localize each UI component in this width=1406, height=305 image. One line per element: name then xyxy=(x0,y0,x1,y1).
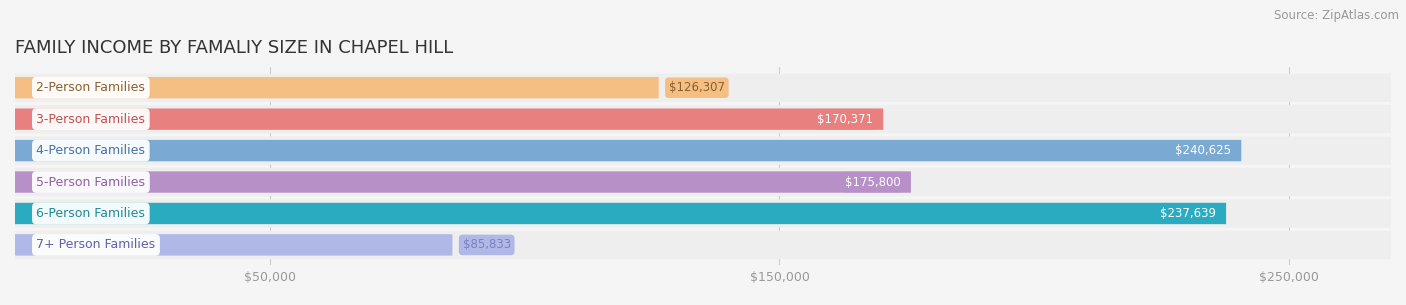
FancyBboxPatch shape xyxy=(15,168,1391,196)
FancyBboxPatch shape xyxy=(15,231,1391,259)
Text: 5-Person Families: 5-Person Families xyxy=(37,176,145,188)
Text: $170,371: $170,371 xyxy=(817,113,873,126)
FancyBboxPatch shape xyxy=(15,136,1391,165)
Text: $237,639: $237,639 xyxy=(1160,207,1216,220)
FancyBboxPatch shape xyxy=(15,77,658,99)
FancyBboxPatch shape xyxy=(15,105,1391,133)
FancyBboxPatch shape xyxy=(15,140,1241,161)
Text: FAMILY INCOME BY FAMALIY SIZE IN CHAPEL HILL: FAMILY INCOME BY FAMALIY SIZE IN CHAPEL … xyxy=(15,39,453,57)
FancyBboxPatch shape xyxy=(15,203,1226,224)
FancyBboxPatch shape xyxy=(15,234,453,256)
Text: $175,800: $175,800 xyxy=(845,176,901,188)
Text: 6-Person Families: 6-Person Families xyxy=(37,207,145,220)
Text: $85,833: $85,833 xyxy=(463,239,510,251)
Text: $126,307: $126,307 xyxy=(669,81,725,94)
Text: Source: ZipAtlas.com: Source: ZipAtlas.com xyxy=(1274,9,1399,22)
FancyBboxPatch shape xyxy=(15,74,1391,102)
Text: $240,625: $240,625 xyxy=(1175,144,1232,157)
FancyBboxPatch shape xyxy=(15,171,911,193)
Text: 4-Person Families: 4-Person Families xyxy=(37,144,145,157)
FancyBboxPatch shape xyxy=(15,109,883,130)
Text: 3-Person Families: 3-Person Families xyxy=(37,113,145,126)
Text: 7+ Person Families: 7+ Person Families xyxy=(37,239,156,251)
FancyBboxPatch shape xyxy=(15,199,1391,228)
Text: 2-Person Families: 2-Person Families xyxy=(37,81,145,94)
